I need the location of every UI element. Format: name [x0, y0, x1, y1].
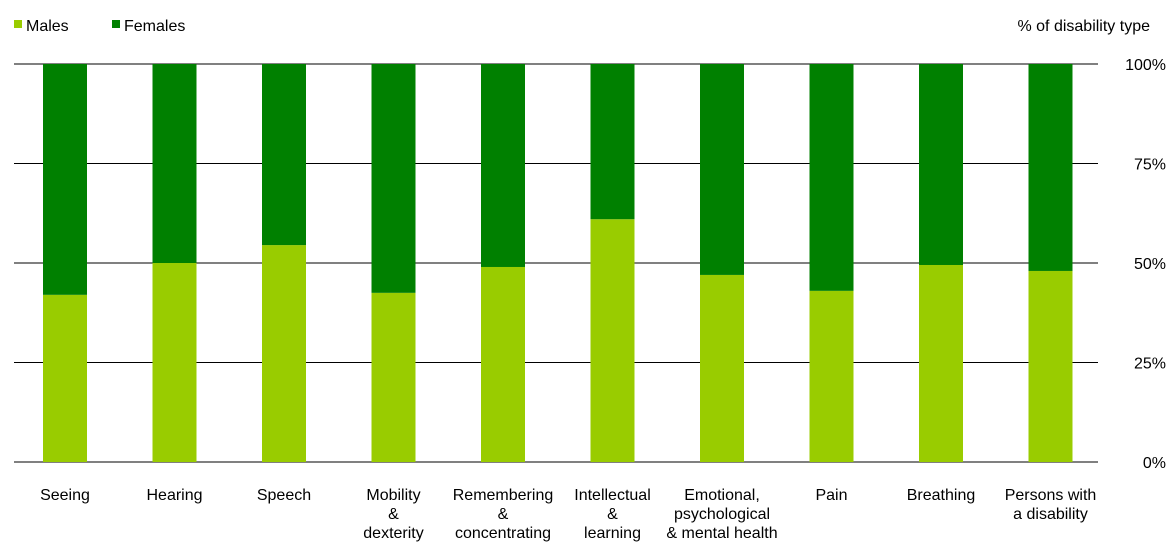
bar-males-3: [371, 292, 416, 462]
bar-males-9: [1028, 270, 1073, 462]
y-tick-label: 50%: [1134, 256, 1166, 273]
x-category-label: Intellectual: [574, 487, 651, 504]
x-category-label: Seeing: [40, 487, 90, 504]
bar-females-1: [152, 64, 197, 263]
bar-males-7: [809, 290, 854, 462]
legend-label-females: Females: [124, 18, 185, 35]
legend-swatch-females: [112, 20, 120, 28]
legend-swatch-males: [14, 20, 22, 28]
x-category-label: Speech: [257, 487, 311, 504]
x-category-label: Mobility: [366, 487, 420, 504]
x-category-label: Hearing: [146, 487, 202, 504]
x-category-label: psychological: [674, 506, 770, 523]
x-category-label: Breathing: [907, 487, 976, 504]
x-category-label: Persons with: [1005, 487, 1097, 504]
bar-females-0: [43, 64, 87, 295]
x-category-label: Remembering: [453, 487, 553, 504]
y-tick-label: 0%: [1143, 455, 1166, 472]
bar-males-4: [481, 266, 525, 462]
x-axis-categories: Seeing Hearing Speech Mobility & dexterity Rem…: [40, 487, 1096, 542]
x-category-label: Pain: [815, 487, 847, 504]
x-category-label: learning: [584, 525, 641, 542]
x-category-label: &: [607, 506, 618, 523]
bar-females-4: [481, 64, 525, 267]
x-category-label: Emotional,: [684, 487, 760, 504]
bar-females-3: [371, 64, 416, 293]
bar-females-6: [700, 64, 744, 275]
legend-label-males: Males: [26, 18, 69, 35]
bar-females-8: [919, 64, 963, 265]
bar-males-1: [152, 263, 197, 462]
bar-males-5: [590, 219, 635, 462]
y-tick-label: 75%: [1134, 157, 1166, 174]
x-category-label: a disability: [1013, 506, 1088, 523]
bar-females-9: [1028, 64, 1073, 271]
bar-females-5: [590, 64, 635, 220]
x-category-label: &: [388, 506, 399, 523]
x-category-label: concentrating: [455, 525, 551, 542]
bar-females-2: [262, 64, 306, 246]
x-category-label: & mental health: [666, 525, 777, 542]
x-category-label: &: [498, 506, 509, 523]
bar-males-2: [262, 245, 306, 462]
legend: Males Females: [14, 18, 185, 35]
y-tick-label: 25%: [1134, 356, 1166, 373]
bar-males-8: [919, 264, 963, 462]
bar-females-7: [809, 64, 854, 291]
y-axis-title: % of disability type: [1017, 18, 1150, 35]
x-category-label: dexterity: [363, 525, 423, 542]
y-axis-ticks: 0% 25% 50% 75% 100%: [1125, 57, 1166, 472]
bar-males-0: [43, 294, 87, 462]
bars: [43, 64, 1073, 462]
y-tick-label: 100%: [1125, 57, 1166, 74]
bar-males-6: [700, 274, 744, 462]
